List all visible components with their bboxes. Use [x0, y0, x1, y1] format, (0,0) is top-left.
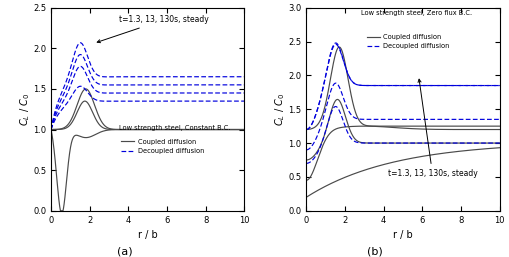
Text: (a): (a) [117, 246, 132, 256]
Legend: Coupled diffusion, Decoupled diffusion: Coupled diffusion, Decoupled diffusion [118, 136, 206, 157]
Text: t=1.3, 13, 130s, steady: t=1.3, 13, 130s, steady [97, 15, 208, 43]
Text: Low strength steel, Zero flux B.C.: Low strength steel, Zero flux B.C. [360, 10, 471, 16]
Legend: Coupled diffusion, Decoupled diffusion: Coupled diffusion, Decoupled diffusion [363, 31, 451, 52]
Text: t=1.3, 13, 130s, steady: t=1.3, 13, 130s, steady [387, 79, 476, 178]
Text: (b): (b) [366, 246, 382, 256]
X-axis label: r / b: r / b [392, 230, 412, 240]
Text: Low strength steel, Constant B.C.: Low strength steel, Constant B.C. [119, 125, 230, 132]
Y-axis label: $C_L$ / $C_0$: $C_L$ / $C_0$ [272, 93, 286, 126]
X-axis label: r / b: r / b [137, 230, 157, 240]
Y-axis label: $C_L$ / $C_0$: $C_L$ / $C_0$ [18, 93, 32, 126]
